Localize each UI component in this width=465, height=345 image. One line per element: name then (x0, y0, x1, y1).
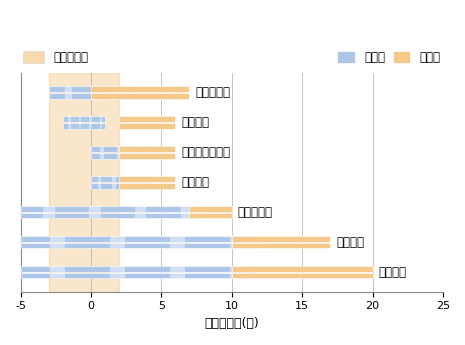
Bar (140, 183, 144, 189)
Bar (50, 236, 66, 241)
Bar (140, 176, 144, 182)
Bar (232, 273, 372, 278)
Bar (65, 86, 73, 92)
Bar (63, 123, 105, 129)
Bar (43, 206, 55, 211)
Bar (170, 266, 185, 272)
Text: 動脈硬化: 動脈硬化 (378, 266, 406, 279)
Bar (79, 123, 81, 129)
Bar (232, 236, 330, 241)
Bar (50, 273, 66, 278)
Bar (110, 273, 125, 278)
Bar (68, 123, 71, 129)
Bar (135, 153, 140, 159)
Bar (119, 146, 175, 152)
Bar (126, 176, 130, 182)
Bar (91, 146, 161, 152)
Bar (91, 93, 189, 99)
Bar (135, 213, 146, 218)
Bar (68, 116, 71, 122)
Bar (20, 266, 260, 272)
Legend: 潜伏期, 発症期: 潜伏期, 発症期 (332, 46, 445, 69)
Bar (63, 116, 105, 122)
Bar (112, 183, 115, 189)
Bar (230, 243, 245, 248)
Bar (126, 183, 130, 189)
Bar (50, 266, 66, 272)
Bar (91, 86, 189, 92)
Bar (153, 153, 157, 159)
Bar (159, 86, 167, 92)
Bar (98, 176, 101, 182)
Bar (89, 213, 100, 218)
Bar (189, 213, 232, 218)
Bar (100, 116, 102, 122)
Bar (230, 273, 245, 278)
Bar (128, 86, 136, 92)
Bar (230, 236, 245, 241)
Bar (128, 93, 136, 99)
Bar (170, 243, 185, 248)
Bar (110, 243, 125, 248)
Bar (91, 183, 147, 189)
Bar (159, 93, 167, 99)
Bar (119, 183, 175, 189)
Bar (100, 123, 102, 129)
Bar (117, 146, 122, 152)
Bar (119, 123, 175, 129)
Bar (96, 86, 104, 92)
Bar (100, 146, 104, 152)
Bar (20, 243, 260, 248)
Text: 膣壁萎縮: 膣壁萎縮 (181, 116, 209, 129)
Bar (100, 153, 104, 159)
Bar (20, 206, 204, 211)
Bar (170, 273, 185, 278)
Bar (112, 176, 115, 182)
Bar (91, 176, 147, 182)
Bar (232, 266, 372, 272)
Bar (65, 93, 73, 99)
Bar (20, 236, 260, 241)
Bar (110, 266, 125, 272)
X-axis label: 閉経後年数(年): 閉経後年数(年) (204, 317, 259, 330)
Text: 切迫尿失禁: 切迫尿失禁 (237, 206, 272, 219)
Bar (98, 183, 101, 189)
Bar (135, 146, 140, 152)
Bar (230, 266, 245, 272)
Bar (153, 146, 157, 152)
Bar (89, 116, 92, 122)
Bar (89, 206, 100, 211)
Bar (49, 73, 119, 292)
Bar (119, 153, 175, 159)
Bar (170, 236, 185, 241)
Bar (43, 213, 55, 218)
Bar (232, 243, 330, 248)
Text: 更年期障害: 更年期障害 (195, 86, 230, 99)
Bar (181, 206, 192, 211)
Text: 骨粗鬆症: 骨粗鬆症 (336, 236, 364, 249)
Bar (50, 243, 66, 248)
Bar (20, 273, 260, 278)
Bar (91, 153, 161, 159)
Text: 泌尿生殖器症状: 泌尿生殖器症状 (181, 146, 230, 159)
Bar (89, 123, 92, 129)
Bar (117, 153, 122, 159)
Bar (135, 206, 146, 211)
Bar (189, 206, 232, 211)
Bar (20, 213, 204, 218)
Bar (79, 116, 81, 122)
Bar (181, 213, 192, 218)
Text: 皮膚萎縮: 皮膚萎縮 (181, 176, 209, 189)
Bar (119, 176, 175, 182)
Bar (119, 116, 175, 122)
Bar (96, 93, 104, 99)
Bar (49, 93, 175, 99)
Bar (49, 86, 175, 92)
Bar (110, 236, 125, 241)
